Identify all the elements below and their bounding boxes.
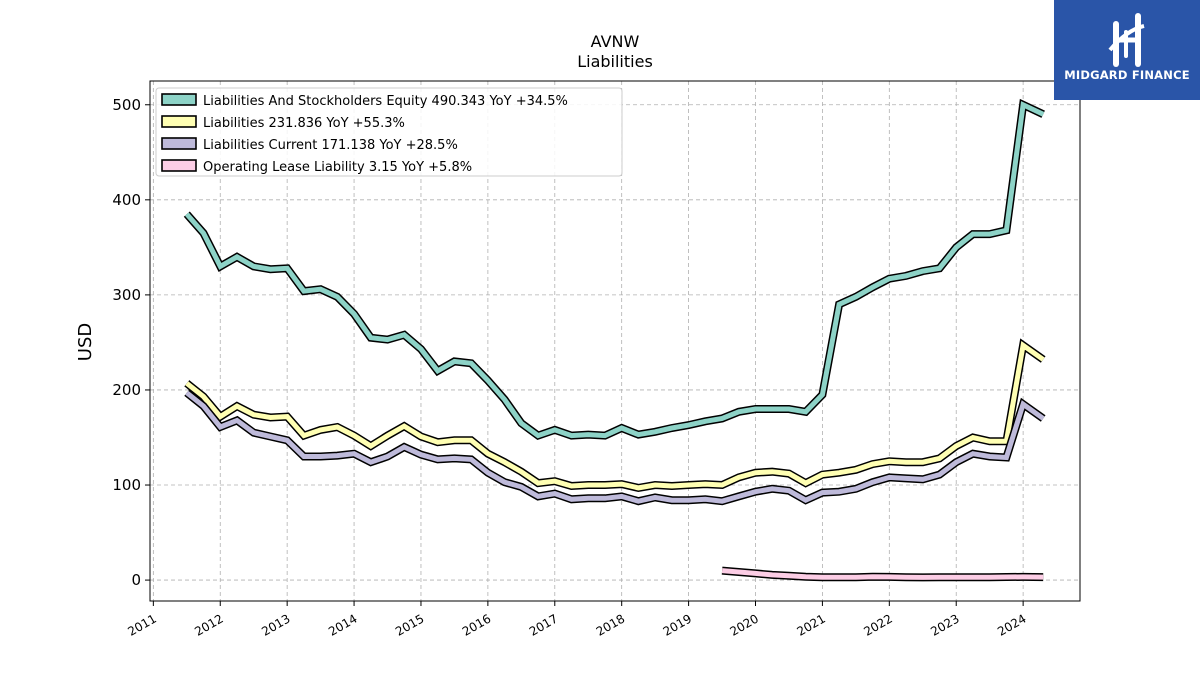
legend-label: Operating Lease Liability 3.15 YoY +5.8% (203, 160, 472, 175)
y-tick-label: 300 (112, 286, 141, 304)
x-tick-label: 2023 (928, 611, 961, 638)
y-tick-label: 500 (112, 96, 141, 114)
x-tick-label: 2016 (460, 611, 493, 638)
legend-swatch (161, 115, 197, 128)
x-tick-label: 2022 (861, 611, 894, 638)
y-axis-label: USD (75, 323, 96, 361)
x-tick-label: 2011 (125, 611, 158, 638)
chart-title: AVNW (591, 32, 640, 51)
legend-label: Liabilities 231.836 YoY +55.3% (203, 116, 405, 131)
legend-swatch (161, 137, 197, 150)
x-tick-label: 2021 (794, 611, 827, 638)
brand-logo: MIDGARD FINANCE (1054, 0, 1200, 100)
x-tick-label: 2014 (326, 611, 359, 638)
x-tick-label: 2024 (995, 611, 1028, 638)
series-outline-1 (184, 338, 1046, 492)
legend-swatch (161, 159, 197, 172)
y-tick-label: 100 (112, 476, 141, 494)
chart-subtitle: Liabilities (577, 52, 653, 71)
legend-swatch (161, 93, 197, 106)
x-tick-label: 2017 (527, 611, 560, 638)
series-line-0 (184, 101, 1045, 439)
y-axis: 0 100 200 300 400 500 (112, 96, 150, 589)
legend-label: Liabilities Current 171.138 YoY +28.5% (203, 138, 458, 153)
x-axis: 2011 2012 2013 2014 2015 2016 2017 2018 2019 2020… (125, 601, 1029, 639)
series-lines (183, 98, 1046, 582)
brand-name: MIDGARD FINANCE (1064, 68, 1190, 82)
legend: Liabilities And Stockholders Equity 490.… (155, 87, 623, 177)
x-tick-label: 2015 (393, 611, 426, 638)
x-tick-label: 2018 (594, 611, 627, 638)
x-tick-label: 2013 (259, 611, 292, 638)
series-line-2 (185, 390, 1045, 504)
x-tick-label: 2012 (192, 611, 225, 638)
y-tick-label: 200 (112, 381, 141, 399)
midgard-logo-icon (1108, 13, 1145, 67)
series-line-1 (185, 340, 1045, 491)
x-tick-label: 2019 (661, 611, 694, 638)
x-tick-label: 2020 (728, 611, 761, 638)
y-tick-label: 0 (131, 571, 141, 589)
y-tick-label: 400 (112, 191, 141, 209)
plot-frame (149, 80, 1081, 602)
legend-box (155, 87, 623, 177)
series-line-3 (721, 568, 1044, 580)
legend-label: Liabilities And Stockholders Equity 490.… (203, 94, 568, 109)
